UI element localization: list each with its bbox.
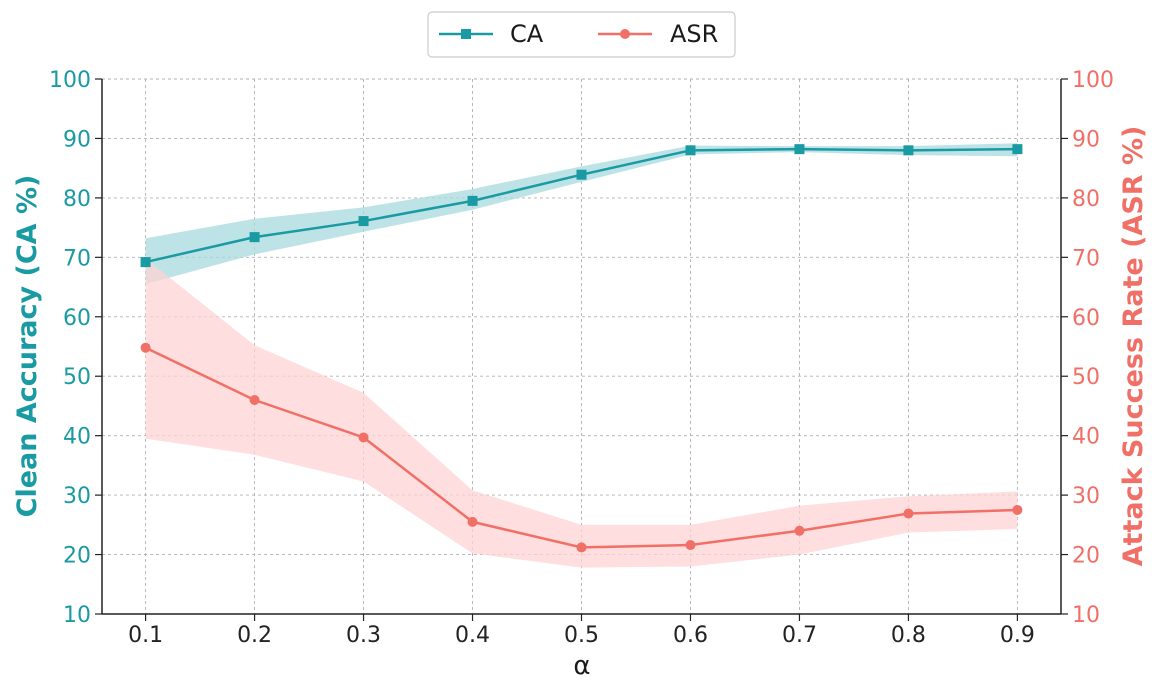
legend-ca-label: CA (510, 20, 544, 48)
x-axis-label: α (573, 651, 590, 681)
x-tick-label: 0.8 (891, 623, 926, 648)
x-tick-label: 0.2 (237, 623, 272, 648)
y-left-tick-label: 100 (49, 68, 91, 93)
asr-confidence-band (145, 258, 1018, 568)
y-axis-left-label: Clean Accuracy (CA %) (12, 175, 43, 518)
asr-point (794, 525, 805, 536)
ca-point (140, 257, 151, 268)
asr-point (903, 508, 914, 519)
asr-point (249, 395, 260, 405)
asr-point (140, 342, 151, 353)
ca-point (685, 145, 696, 156)
y-left-tick-label: 30 (63, 484, 91, 509)
y-left-tick-label: 60 (63, 306, 91, 331)
y-right-tick-label: 30 (1072, 484, 1100, 509)
ca-point (358, 216, 369, 227)
y-left-tick-label: 90 (63, 127, 91, 152)
ca-point (467, 195, 478, 206)
y-right-tick-label: 10 (1072, 603, 1100, 628)
y-right-tick-label: 90 (1072, 127, 1100, 152)
y-left-tick-label: 50 (63, 365, 91, 390)
y-left-tick-label: 80 (63, 187, 91, 212)
y-right-tick-label: 100 (1072, 68, 1114, 93)
y-right-tick-label: 20 (1072, 544, 1100, 569)
legend: CA ASR (427, 11, 736, 58)
ca-point (249, 232, 260, 243)
y-left-tick-label: 40 (63, 425, 91, 450)
asr-point (467, 516, 478, 527)
y-right-tick-label: 80 (1072, 187, 1100, 212)
x-tick-label: 0.7 (782, 623, 817, 648)
ca-point (903, 145, 914, 156)
y-right-tick-label: 60 (1072, 306, 1100, 331)
asr-point (358, 432, 369, 443)
x-tick-label: 0.9 (1000, 623, 1035, 648)
legend-asr-label: ASR (670, 20, 718, 48)
asr-point (576, 542, 587, 553)
y-left-tick-label: 70 (63, 246, 91, 271)
series-markers (140, 144, 1023, 553)
ca-point (576, 169, 587, 180)
y-left-tick-label: 20 (63, 544, 91, 569)
x-tick-label: 0.1 (128, 623, 163, 648)
y-right-tick-label: 70 (1072, 246, 1100, 271)
x-tick-label: 0.4 (455, 623, 490, 648)
y-axis-right-label: Attack Success Rate (ASR %) (1118, 126, 1149, 567)
y-right-tick-label: 50 (1072, 365, 1100, 390)
y-left-tick-label: 10 (63, 603, 91, 628)
asr-point (685, 540, 696, 551)
ticks: 0.1 0.2 0.3 0.4 0.5 0.6 0.7 0.8 0.9 10 20 30 40 50 60 7… (49, 68, 1114, 648)
legend-frame (427, 11, 736, 58)
x-tick-label: 0.3 (346, 623, 381, 648)
legend-ca-marker (461, 29, 471, 39)
x-tick-label: 0.5 (564, 623, 599, 648)
ca-point (794, 144, 805, 155)
legend-asr-marker (620, 29, 630, 39)
y-right-tick-label: 40 (1072, 425, 1100, 450)
asr-point (1012, 504, 1023, 515)
ca-point (1012, 144, 1023, 155)
x-tick-label: 0.6 (673, 623, 708, 648)
